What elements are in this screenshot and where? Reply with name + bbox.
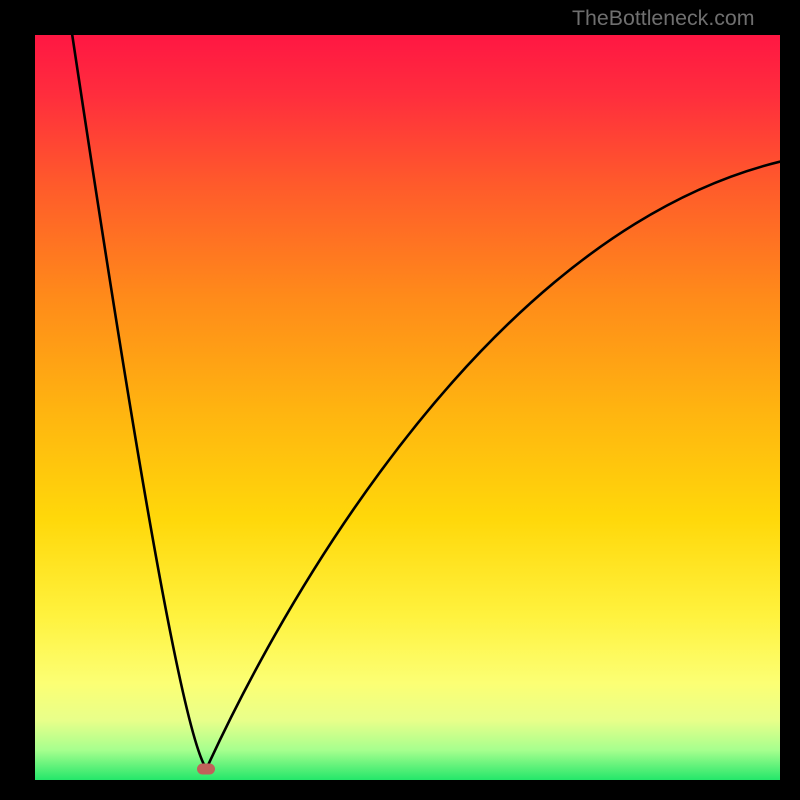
chart-frame: TheBottleneck.com xyxy=(0,0,800,800)
plot-area xyxy=(35,35,780,780)
watermark-label: TheBottleneck.com xyxy=(572,6,755,31)
gradient-background xyxy=(35,35,780,780)
optimum-marker xyxy=(197,763,215,774)
